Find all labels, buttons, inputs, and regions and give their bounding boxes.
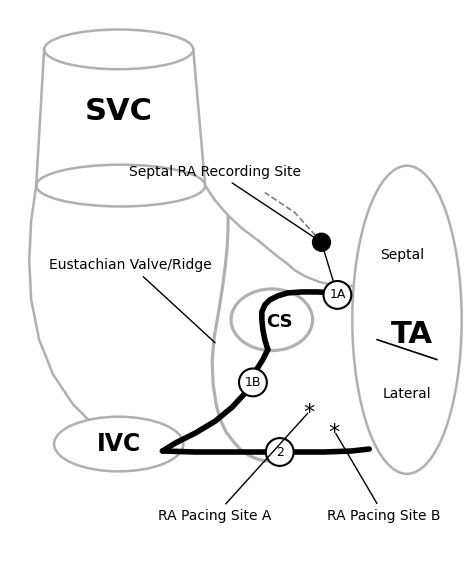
- Text: $*$: $*$: [303, 401, 316, 421]
- Text: Eustachian Valve/Ridge: Eustachian Valve/Ridge: [49, 258, 215, 343]
- Text: SVC: SVC: [85, 97, 153, 125]
- Text: RA Pacing Site A: RA Pacing Site A: [158, 414, 308, 523]
- Ellipse shape: [231, 289, 312, 351]
- Text: CS: CS: [266, 313, 293, 331]
- Circle shape: [312, 233, 330, 251]
- Text: Septal RA Recording Site: Septal RA Recording Site: [129, 164, 319, 241]
- Text: Lateral: Lateral: [383, 388, 431, 401]
- Circle shape: [323, 281, 351, 309]
- Text: $*$: $*$: [328, 421, 341, 441]
- Text: 1A: 1A: [329, 288, 346, 301]
- Text: IVC: IVC: [97, 432, 141, 456]
- Text: TA: TA: [391, 320, 433, 349]
- Circle shape: [239, 368, 267, 396]
- Text: 2: 2: [276, 445, 283, 459]
- Ellipse shape: [352, 166, 462, 474]
- Circle shape: [266, 438, 294, 466]
- Text: Septal: Septal: [380, 248, 424, 262]
- Ellipse shape: [54, 417, 183, 471]
- Text: RA Pacing Site B: RA Pacing Site B: [328, 433, 441, 523]
- Text: 1B: 1B: [245, 376, 261, 389]
